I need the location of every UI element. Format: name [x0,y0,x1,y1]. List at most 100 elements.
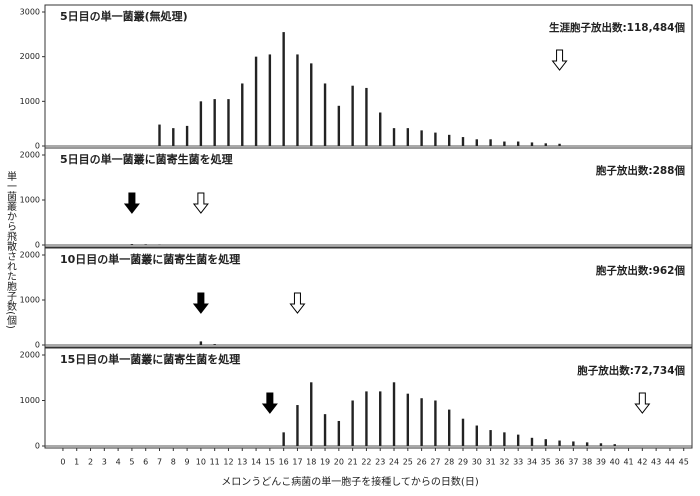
x-tick-label: 17 [292,458,302,467]
total-annotation: 胞子放出数:962個 [595,264,685,277]
bar [172,128,175,146]
y-tick-label: 3000 [20,8,40,17]
panel-frame [44,247,693,348]
bar [613,444,616,446]
bar [572,441,575,446]
x-tick-label: 16 [279,458,289,467]
bar [461,137,465,146]
y-tick-label: 0 [35,142,40,151]
bar [268,54,272,146]
bar [213,99,216,146]
x-tick-label: 27 [430,458,440,467]
bar [558,440,561,446]
x-tick-label: 12 [223,458,233,467]
open-arrow [634,392,651,414]
bar [337,420,341,446]
treatment-arrow [123,192,140,214]
panel-title: 5日目の単一菌叢に菌寄生菌を処理 [60,152,233,166]
panel-title: 15日目の単一菌叢に菌寄生菌を処理 [60,352,240,366]
bar [241,83,244,146]
x-tick-label: 26 [417,458,427,467]
bar [199,101,203,146]
bar [544,143,547,146]
bar [282,432,285,446]
bar [365,391,368,446]
bar [516,434,520,446]
total-annotation: 胞子放出数:288個 [595,164,685,177]
bar [213,344,216,345]
x-tick-label: 10 [196,458,206,467]
bar [434,132,437,146]
x-tick-label: 33 [513,458,523,467]
x-tick-label: 37 [568,458,578,467]
bar [420,398,423,446]
x-tick-label: 44 [665,458,675,467]
x-tick-label: 3 [102,458,107,467]
x-tick-label: 11 [210,458,220,467]
bar [310,63,313,146]
bar [585,442,589,446]
x-tick-label: 9 [185,458,190,467]
x-tick-label: 6 [143,458,148,467]
x-tick-label: 0 [60,458,65,467]
x-tick-label: 21 [348,458,358,467]
y-tick-label: 0 [35,341,40,350]
open-arrow [289,292,306,314]
x-tick-label: 22 [361,458,371,467]
bar [530,142,534,146]
bar [337,105,341,146]
x-tick-label: 24 [389,458,399,467]
treatment-arrow [261,392,278,414]
bar [379,391,382,446]
x-tick-label: 8 [171,458,176,467]
x-tick-label: 5 [129,458,134,467]
bar [489,139,492,146]
x-tick-label: 14 [251,458,261,467]
bar [544,439,547,446]
bar [392,128,396,146]
open-arrow [551,49,568,71]
y-tick-label: 1000 [20,296,40,305]
x-tick-label: 13 [237,458,247,467]
x-tick-label: 19 [320,458,330,467]
panel-frame [44,147,693,248]
y-axis-label: 単一菌叢から飛散された胞子数(個) [5,170,17,329]
bar [461,418,465,446]
x-axis-label: メロンうどんこ病菌の単一胞子を接種してからの日数(日) [221,475,479,488]
bar [185,125,189,146]
x-tick-label: 7 [157,458,162,467]
y-tick-label: 0 [35,241,40,250]
panel-frame [44,347,693,449]
open-arrow [192,192,209,214]
y-tick-label: 2000 [20,351,40,360]
x-tick-label: 28 [444,458,454,467]
y-tick-label: 1000 [20,196,40,205]
bar [448,134,451,146]
bar [323,83,327,146]
bar [475,425,478,446]
total-annotation: 胞子放出数:72,734個 [576,364,685,377]
bar [296,54,299,146]
bar [130,244,134,245]
x-tick-label: 20 [334,458,344,467]
x-tick-label: 42 [637,458,647,467]
panel-title: 10日目の単一菌叢に菌寄生菌を処理 [60,252,240,266]
x-tick-label: 1 [74,458,79,467]
bar [158,124,161,146]
y-tick-label: 0 [35,442,40,451]
panel-title: 5日目の単一菌叢(無処理) [60,9,188,23]
x-tick-label: 35 [541,458,551,467]
bar [503,432,506,446]
bar [351,400,354,446]
y-tick-label: 1000 [20,396,40,405]
total-annotation: 生涯胞子放出数:118,484個 [549,21,685,34]
x-tick-label: 30 [472,458,482,467]
y-tick-label: 2000 [20,52,40,61]
bar [323,414,327,446]
x-tick-label: 4 [116,458,121,467]
x-tick-label: 38 [582,458,592,467]
bar [379,112,382,146]
bar [282,32,285,146]
bar [254,56,258,146]
